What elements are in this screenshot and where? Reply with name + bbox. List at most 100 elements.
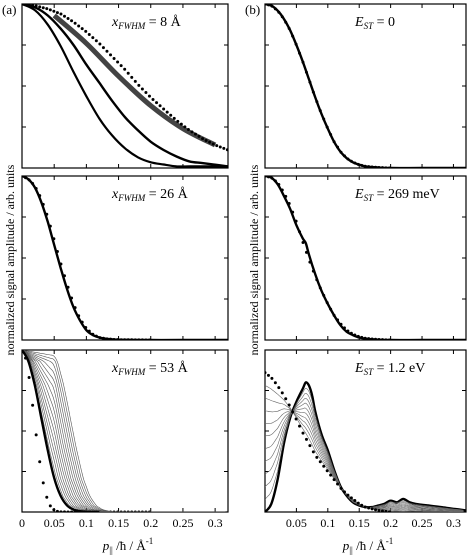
panel-a2-dot bbox=[101, 336, 105, 340]
panel-b2-dot bbox=[370, 337, 374, 340]
panel-a1-dot bbox=[101, 46, 105, 50]
panel-a3-xtick-label: 0.3 bbox=[208, 516, 223, 530]
panel-b1-dot bbox=[384, 166, 388, 168]
panel-a2-dot bbox=[45, 212, 49, 216]
panel-b3-dot bbox=[380, 509, 384, 512]
panel-a2-dot bbox=[73, 306, 77, 310]
panel-a3-dot bbox=[133, 510, 137, 512]
panel-a2-dot bbox=[66, 285, 70, 289]
panel-a3-dot bbox=[48, 504, 52, 508]
panel-b1-dot bbox=[291, 34, 295, 38]
panel-a2-dot bbox=[59, 262, 63, 266]
panel-b2-dot bbox=[298, 230, 302, 234]
panel-a1-dot bbox=[204, 138, 208, 142]
panel-a3-dot bbox=[137, 510, 141, 512]
panel-a3-xtick-label: 0.1 bbox=[79, 516, 94, 530]
panel-b2-dot bbox=[380, 338, 384, 340]
panel-b2-dot bbox=[294, 219, 298, 223]
panel-a2-dot bbox=[80, 320, 84, 324]
panel-a1-dot bbox=[80, 27, 84, 31]
panel-b2-dot bbox=[277, 183, 281, 187]
panel-b2-dot bbox=[311, 269, 315, 273]
panel-a1-dot bbox=[186, 128, 190, 132]
panel-b2-dot bbox=[329, 307, 333, 311]
panel-a1-dot bbox=[62, 14, 66, 18]
panel-b1-dot bbox=[284, 20, 288, 24]
panel-a1-dot bbox=[147, 94, 151, 98]
panel-a1-dot bbox=[24, 4, 28, 6]
panel-b3-annotation: EST = 1.2 eV bbox=[354, 361, 425, 377]
panel-a1-dot bbox=[208, 140, 212, 144]
panel-b1-dot bbox=[280, 15, 284, 19]
panel-b1-dot bbox=[360, 163, 364, 167]
panel-a3-xtick-label: 0.25 bbox=[172, 516, 193, 530]
panel-a2-dot bbox=[55, 249, 59, 253]
panel-b2-dot bbox=[304, 250, 308, 254]
panel-a3-family-curve bbox=[22, 350, 226, 512]
panel-b1-dot bbox=[308, 80, 312, 84]
panel-b3-xtick-label: 0.15 bbox=[349, 516, 370, 530]
panel-a1-dot bbox=[222, 146, 226, 150]
panel-a3-family-curve bbox=[22, 350, 226, 512]
panel-a2-dot bbox=[27, 178, 31, 182]
panel-a1-dot bbox=[87, 32, 91, 36]
panel-b3-dot bbox=[377, 509, 381, 512]
panel-a1-dot bbox=[77, 24, 81, 28]
panel-a1-dot bbox=[22, 4, 24, 6]
panel-a3-dot bbox=[45, 495, 49, 499]
panel-b3-dot bbox=[284, 397, 288, 401]
panel-b2-dot bbox=[387, 338, 391, 340]
panel-a3-family-curve bbox=[22, 350, 226, 512]
panel-a1-band bbox=[52, 13, 217, 148]
panel-b3-xtick-label: 0.05 bbox=[286, 516, 307, 530]
panel-a1-dot bbox=[158, 104, 162, 108]
panel-b1-dot bbox=[336, 145, 340, 149]
panel-a2-dot bbox=[137, 338, 141, 340]
panel-b2-dot bbox=[318, 286, 322, 290]
panel-a1-dot bbox=[84, 29, 88, 33]
panel-a3-family-curve bbox=[22, 350, 226, 512]
panel-b3-family-curve bbox=[265, 411, 464, 512]
panel-b3-dot bbox=[311, 450, 315, 454]
panel-b3-dot bbox=[356, 501, 360, 505]
panel-a1-dot bbox=[109, 53, 113, 57]
panel-a1-dot bbox=[112, 56, 116, 60]
panel-b3-dot bbox=[280, 391, 284, 395]
panel-b3-dot bbox=[277, 386, 281, 390]
panel-b1-dot bbox=[377, 166, 381, 168]
panel-a2-dot bbox=[133, 338, 137, 340]
x-axis-label-right: p|| /ħ / Å-1 bbox=[342, 536, 393, 555]
panel-a1-dot bbox=[38, 5, 42, 9]
panel-b1-dot bbox=[277, 10, 281, 14]
panel-b3-dot bbox=[294, 417, 298, 421]
panel-a2-dot bbox=[24, 176, 28, 180]
panel-b3-dot bbox=[270, 376, 274, 380]
panel-a3-family-curve bbox=[22, 350, 226, 512]
panel-a2-dot bbox=[147, 338, 151, 340]
panel-b1-dot bbox=[270, 4, 274, 8]
panel-a3-xtick-label: 0.05 bbox=[44, 516, 65, 530]
panel-b3-family-curve bbox=[265, 410, 464, 512]
panel-b2-dot bbox=[336, 318, 340, 322]
panel-a3-dot bbox=[130, 510, 134, 512]
panel-a3-family-curve bbox=[22, 350, 226, 512]
panel-b3-xtick-label: 0.1 bbox=[320, 516, 335, 530]
panel-b1-dot bbox=[387, 166, 391, 168]
panel-b3-dot bbox=[287, 403, 291, 407]
panel-b3-dot bbox=[363, 505, 367, 509]
panel-a3-dot bbox=[147, 510, 151, 512]
panel-a1-dot bbox=[183, 125, 187, 129]
panel-b3-xtick-label: 0.2 bbox=[383, 516, 398, 530]
panel-b3-dot bbox=[374, 508, 378, 512]
panel-b1-dot bbox=[332, 140, 336, 144]
panel-b3-dot bbox=[387, 510, 391, 512]
panel-b1-dot bbox=[342, 154, 346, 158]
panel-a3-family-curve bbox=[22, 350, 226, 512]
panel-a1-dot bbox=[176, 119, 180, 123]
panel-b1-dot bbox=[315, 100, 319, 104]
panel-b3-dot bbox=[339, 486, 343, 490]
panel-b2-dot bbox=[332, 313, 336, 317]
panel-a3-dot bbox=[144, 510, 148, 512]
panel-a1-main-curve bbox=[22, 4, 228, 168]
